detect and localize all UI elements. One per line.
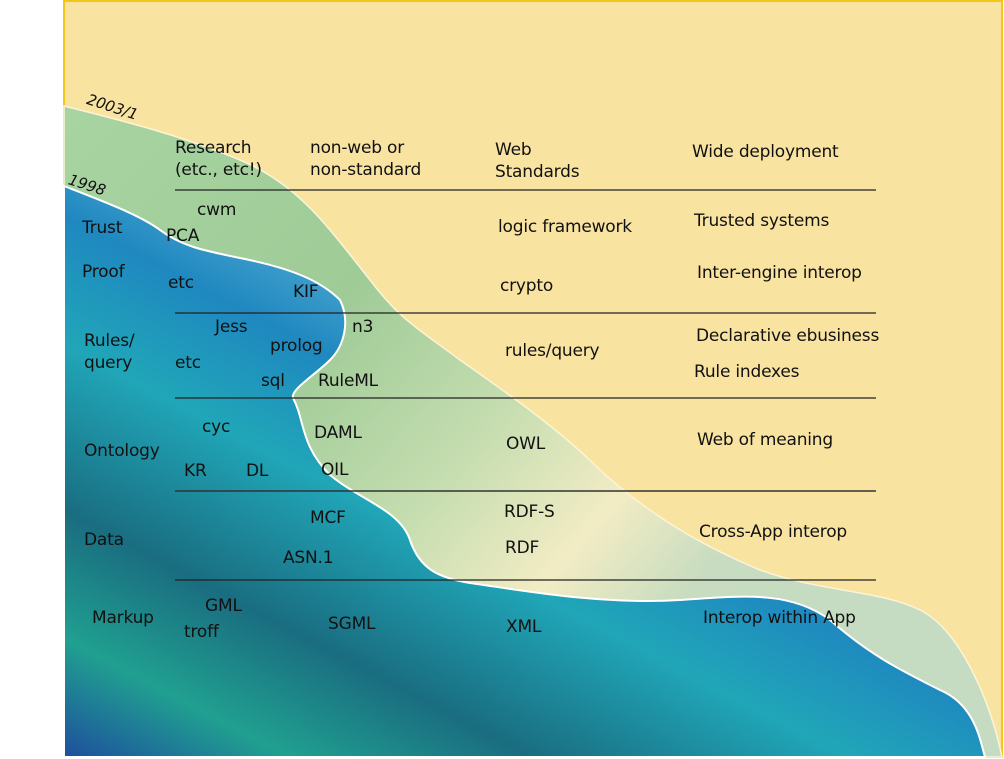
item-n3: n3 [352,317,374,337]
layer-rules-query: Rules/ query [84,330,135,374]
item-troff: troff [184,622,219,642]
standard-crypto: crypto [500,276,554,296]
item-daml: DAML [314,423,362,443]
item-sgml: SGML [328,614,376,634]
header-nonweb-line1: non-web or [310,138,405,158]
item-cwm: cwm [197,200,237,220]
layer-proof: Proof [82,262,125,282]
layer-rules-line2: query [84,353,133,373]
header-web-standards: Web Standards [495,139,580,183]
deploy-rule-indexes: Rule indexes [694,362,800,382]
standard-owl: OWL [506,434,546,454]
item-asn1: ASN.1 [283,548,334,568]
item-ruleml: RuleML [318,371,378,391]
header-research: Research (etc., etc!) [175,137,262,181]
standard-logic-framework: logic framework [498,217,632,237]
standard-rdfs: RDF-S [504,502,555,522]
item-jess: Jess [215,317,248,337]
header-web-line2: Standards [495,162,580,182]
item-kr: KR [184,461,207,481]
header-deployment: Wide deployment [692,142,839,162]
layer-markup: Markup [92,608,154,628]
layer-data: Data [84,530,124,550]
deploy-trusted-systems: Trusted systems [694,211,830,231]
item-cyc: cyc [202,417,231,437]
layer-rules-line1: Rules/ [84,331,135,351]
standard-xml: XML [506,617,542,637]
header-nonweb-line2: non-standard [310,160,422,180]
item-rules-etc: etc [175,353,201,373]
item-gml: GML [205,596,242,616]
deploy-ebusiness: Declarative ebusiness [696,326,880,346]
deploy-web-of-meaning: Web of meaning [697,430,833,450]
header-research-line2: (etc., etc!) [175,160,262,180]
header-research-line1: Research [175,138,252,158]
header-nonweb: non-web or non-standard [310,137,421,181]
item-pca: PCA [166,226,200,246]
item-proof-etc: etc [168,273,194,293]
item-prolog: prolog [270,336,323,356]
deploy-within-app: Interop within App [703,608,856,628]
standard-rdf: RDF [505,538,540,558]
layer-ontology: Ontology [84,441,160,461]
deploy-cross-app: Cross-App interop [699,522,848,542]
item-oil: OIL [321,460,349,480]
deploy-inter-engine: Inter-engine interop [697,263,862,283]
standard-rules-query: rules/query [505,341,600,361]
item-sql: sql [261,371,285,391]
item-dl: DL [246,461,269,481]
item-mcf: MCF [310,508,346,528]
region-1998 [63,184,987,758]
item-kif: KIF [293,282,319,302]
layer-trust: Trust [82,218,123,238]
header-web-line1: Web [495,140,532,160]
